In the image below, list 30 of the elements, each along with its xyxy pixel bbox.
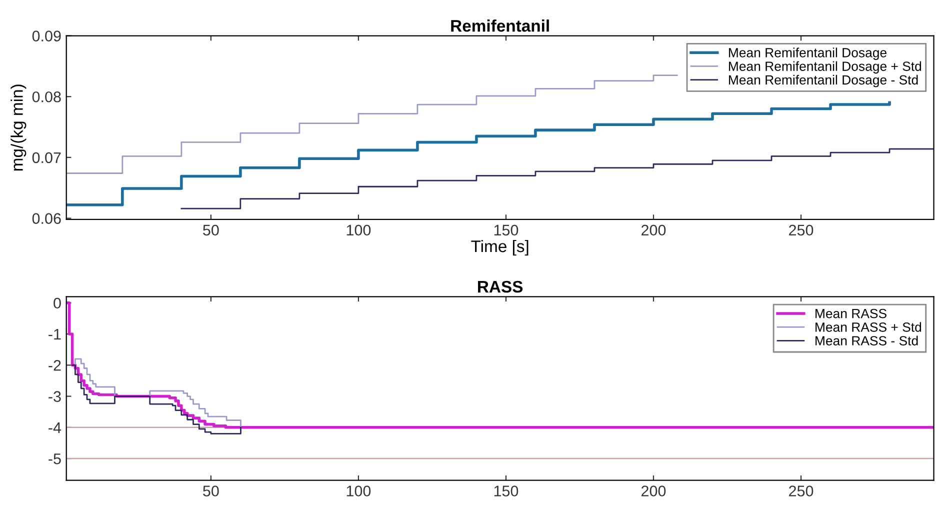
legend-label: Mean Remifentanil Dosage - Std (729, 74, 918, 88)
legend-label: Mean Remifentanil Dosage + Std (729, 61, 922, 74)
y-axis-title: mg/(kg min) (10, 84, 26, 170)
chart-title: RASS (478, 280, 523, 293)
y-tick-label: 0.09 (32, 30, 61, 42)
y-tick-label: -2 (48, 360, 61, 371)
y-tick-label: -4 (48, 422, 62, 433)
x-tick-label: 250 (789, 224, 814, 236)
x-tick-label: 100 (346, 224, 371, 236)
x-axis-title: Time [s] (471, 240, 528, 256)
legend-label: Mean Remifentanil Dosage (729, 48, 886, 60)
legend-label: Mean RASS (816, 308, 886, 318)
y-tick-label: -3 (48, 391, 61, 402)
x-tick-label: 200 (642, 224, 666, 236)
chart-title: Remifentanil (451, 20, 549, 32)
y-tick-label: 0 (54, 298, 61, 309)
y-tick-label: 0.07 (32, 152, 61, 164)
x-tick-label: 100 (346, 486, 371, 496)
x-tick-label: 50 (203, 224, 219, 236)
y-tick-label: 0.06 (32, 213, 61, 224)
x-tick-label: 250 (789, 486, 814, 496)
legend-label: Mean RASS - Std (816, 336, 918, 346)
x-tick-label: 150 (494, 486, 518, 496)
y-tick-label: -1 (48, 329, 61, 340)
x-tick-label: 150 (494, 224, 518, 236)
y-tick-label: 0.08 (32, 91, 61, 102)
x-tick-label: 200 (642, 486, 666, 496)
y-tick-label: -5 (48, 454, 61, 464)
legend-label: Mean RASS + Std (816, 322, 922, 332)
x-tick-label: 50 (203, 486, 219, 496)
